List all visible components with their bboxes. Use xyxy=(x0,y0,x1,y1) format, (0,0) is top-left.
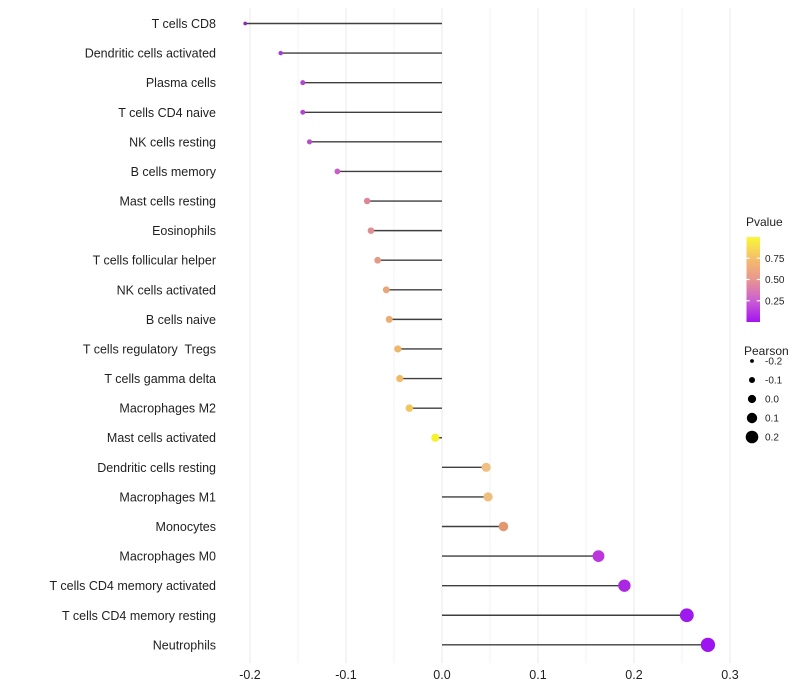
y-axis-label: Dendritic cells resting xyxy=(97,461,216,475)
pearson-legend-label: 0.1 xyxy=(765,414,779,425)
y-axis-label: Macrophages M1 xyxy=(119,490,216,504)
lollipop-dot xyxy=(396,374,404,383)
y-axis-label: B cells naive xyxy=(146,313,216,327)
lollipop-dot xyxy=(374,256,382,264)
pvalue-gradient-bar xyxy=(746,237,760,322)
lollipop-dot xyxy=(382,286,390,294)
pearson-legend-title: Pearson xyxy=(744,344,789,358)
lollipop-dot xyxy=(385,315,393,323)
x-axis-tick-label: 0.1 xyxy=(529,668,546,682)
pearson-legend-dot xyxy=(750,359,754,363)
y-axis-label: Mast cells activated xyxy=(107,431,216,445)
y-axis-label: Mast cells resting xyxy=(119,195,216,209)
y-axis-label: Macrophages M0 xyxy=(119,550,216,564)
x-axis-tick-label: -0.2 xyxy=(239,668,261,682)
y-axis-label: Plasma cells xyxy=(146,76,216,90)
lollipop-dot xyxy=(700,637,716,652)
x-axis-tick-label: 0.0 xyxy=(433,668,450,682)
pearson-legend-dot xyxy=(746,412,758,424)
y-axis-label: T cells CD4 memory resting xyxy=(62,609,216,623)
lollipop-dot xyxy=(394,345,402,353)
lollipop-dot xyxy=(363,197,371,205)
pearson-legend-label: 0.2 xyxy=(765,433,779,444)
pearson-legend-dot xyxy=(749,377,755,383)
lollipop-dot xyxy=(300,80,306,86)
x-axis-tick-label: -0.1 xyxy=(335,668,357,682)
lollipop-dot xyxy=(278,50,283,56)
lollipop-dot xyxy=(334,168,341,175)
pvalue-legend-title: Pvalue xyxy=(746,215,783,229)
lollipop-dot xyxy=(306,139,313,145)
pearson-legend-dot xyxy=(745,430,759,444)
pvalue-tick-label: 0.50 xyxy=(765,275,785,286)
x-axis-tick-label: 0.2 xyxy=(625,668,642,682)
pearson-legend-label: 0.0 xyxy=(765,395,779,406)
y-axis-label: Dendritic cells activated xyxy=(85,47,216,61)
pearson-legend-dot xyxy=(747,394,757,404)
pvalue-tick-label: 0.25 xyxy=(765,296,785,307)
y-axis-label: Eosinophils xyxy=(152,224,216,238)
lollipop-dot xyxy=(481,462,491,472)
y-axis-label: NK cells resting xyxy=(129,135,216,149)
x-axis-tick-label: 0.3 xyxy=(721,668,738,682)
lollipop-dot xyxy=(679,608,694,623)
y-axis-label: T cells regulatory Tregs xyxy=(83,342,216,356)
lollipop-dot xyxy=(592,550,605,562)
lollipop-dot xyxy=(243,21,248,26)
pvalue-tick-label: 0.75 xyxy=(765,254,785,265)
lollipop-dot xyxy=(498,521,509,532)
y-axis-label: B cells memory xyxy=(131,165,217,179)
pearson-legend-label: -0.2 xyxy=(765,357,783,368)
y-axis-label: T cells CD4 memory activated xyxy=(50,579,217,593)
y-axis-label: Neutrophils xyxy=(153,638,216,652)
y-axis-label: Macrophages M2 xyxy=(119,402,216,416)
lollipop-dot xyxy=(483,492,493,502)
lollipop-dot xyxy=(431,433,440,442)
lollipop-dot xyxy=(300,109,306,115)
pearson-legend-label: -0.1 xyxy=(765,376,783,387)
y-axis-label: T cells follicular helper xyxy=(93,254,216,268)
lollipop-dot xyxy=(618,579,631,592)
y-axis-label: T cells CD4 naive xyxy=(118,106,216,120)
y-axis-label: Monocytes xyxy=(156,520,216,534)
y-axis-label: T cells CD8 xyxy=(152,17,216,31)
lollipop-dot xyxy=(405,404,414,412)
lollipop-dot xyxy=(367,227,375,234)
y-axis-label: NK cells activated xyxy=(117,283,216,297)
y-axis-label: T cells gamma delta xyxy=(104,372,216,386)
